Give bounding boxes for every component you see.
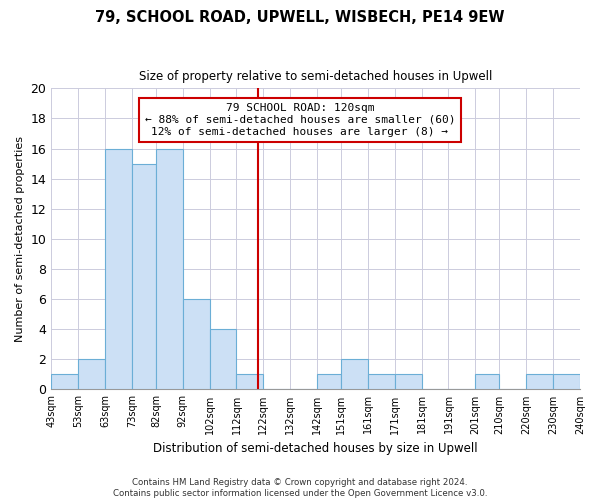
Bar <box>341 360 368 390</box>
Bar <box>209 329 236 390</box>
Bar <box>78 360 105 390</box>
Text: 79, SCHOOL ROAD, UPWELL, WISBECH, PE14 9EW: 79, SCHOOL ROAD, UPWELL, WISBECH, PE14 9… <box>95 10 505 25</box>
Bar <box>475 374 499 390</box>
Bar <box>236 374 263 390</box>
Bar <box>317 374 341 390</box>
Text: Contains HM Land Registry data © Crown copyright and database right 2024.
Contai: Contains HM Land Registry data © Crown c… <box>113 478 487 498</box>
Text: 79 SCHOOL ROAD: 120sqm
← 88% of semi-detached houses are smaller (60)
12% of sem: 79 SCHOOL ROAD: 120sqm ← 88% of semi-det… <box>145 104 455 136</box>
Bar <box>132 164 156 390</box>
Bar <box>105 148 132 390</box>
Bar <box>51 374 78 390</box>
X-axis label: Distribution of semi-detached houses by size in Upwell: Distribution of semi-detached houses by … <box>154 442 478 455</box>
Bar <box>395 374 422 390</box>
Bar <box>526 374 553 390</box>
Y-axis label: Number of semi-detached properties: Number of semi-detached properties <box>15 136 25 342</box>
Bar <box>553 374 580 390</box>
Bar <box>183 299 209 390</box>
Bar <box>156 148 183 390</box>
Title: Size of property relative to semi-detached houses in Upwell: Size of property relative to semi-detach… <box>139 70 493 83</box>
Bar <box>368 374 395 390</box>
